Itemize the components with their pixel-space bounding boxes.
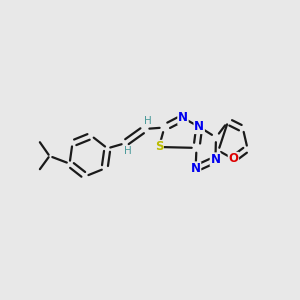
Text: O: O xyxy=(228,152,239,166)
Text: H: H xyxy=(144,116,152,126)
Text: H: H xyxy=(124,146,131,156)
Text: N: N xyxy=(194,120,204,134)
Text: N: N xyxy=(210,153,220,166)
Text: S: S xyxy=(155,140,163,154)
Text: N: N xyxy=(178,111,188,124)
Text: N: N xyxy=(190,162,201,175)
